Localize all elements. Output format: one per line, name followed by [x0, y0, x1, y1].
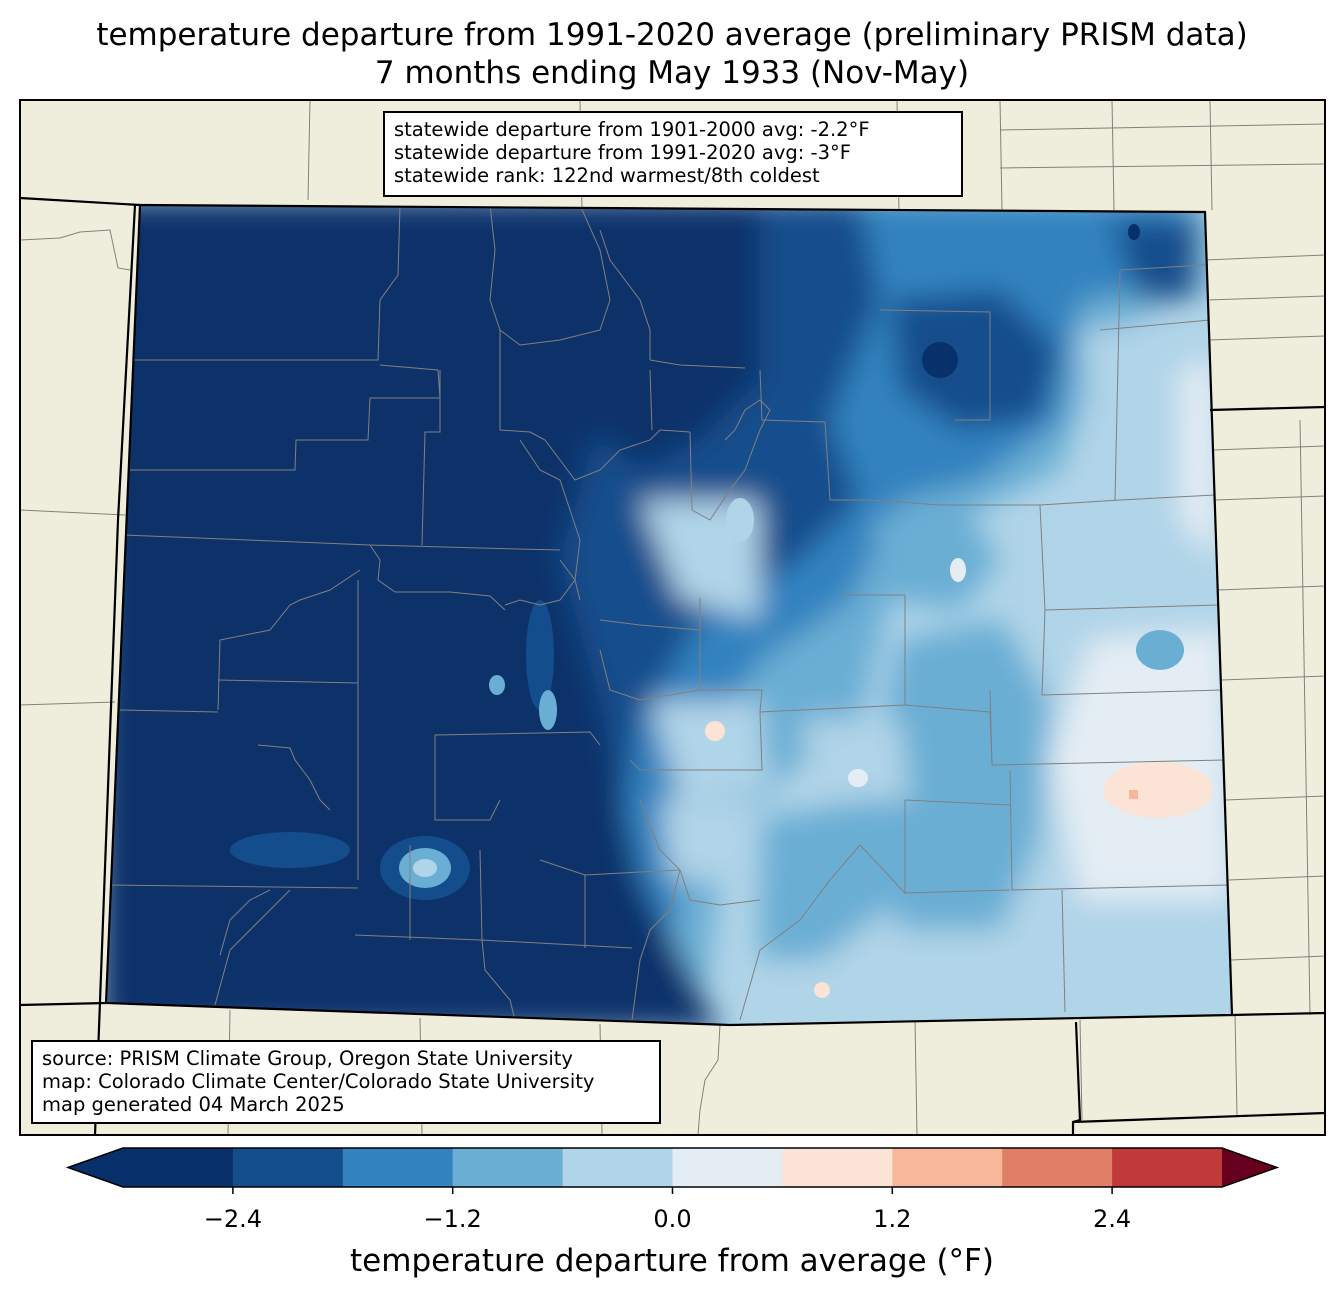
statewide-stats-box: statewide departure from 1901-2000 avg: …	[383, 111, 963, 197]
colorbar-segment	[123, 1148, 234, 1187]
colorbar-tick-label: 2.4	[1093, 1205, 1132, 1233]
colorbar-under-arrow	[68, 1148, 123, 1187]
colorado-county-lines	[109, 205, 1229, 1021]
colorbar	[65, 1147, 1280, 1194]
colorbar-segment	[1002, 1148, 1113, 1187]
colorbar-segment	[782, 1148, 893, 1187]
map-title: temperature departure from 1991-2020 ave…	[96, 17, 1248, 53]
departure-field	[106, 205, 1232, 1025]
stats-departure-1991-2020: statewide departure from 1991-2020 avg: …	[394, 141, 851, 164]
colorbar-tick-label: −1.2	[423, 1205, 482, 1233]
colorbar-segment	[892, 1148, 1003, 1187]
credits-generated: map generated 04 March 2025	[42, 1093, 345, 1116]
colorbar-tick-label: 1.2	[873, 1205, 912, 1233]
colorbar-over-arrow	[1222, 1148, 1277, 1187]
map-frame	[19, 99, 1326, 1136]
colorbar-segment	[342, 1148, 454, 1187]
colorbar-segment	[672, 1148, 783, 1187]
colorbar-label: temperature departure from average (°F)	[350, 1243, 994, 1279]
stats-rank: statewide rank: 122nd warmest/8th coldes…	[394, 164, 820, 187]
credits-box: source: PRISM Climate Group, Oregon Stat…	[31, 1040, 661, 1124]
colorbar-tick-label: −2.4	[203, 1205, 263, 1233]
colorbar-outline	[65, 1147, 1280, 1188]
colorbar-segment	[452, 1148, 564, 1187]
colorbar-tick-label: 0.0	[653, 1205, 692, 1233]
map-subtitle: 7 months ending May 1933 (Nov-May)	[374, 55, 970, 91]
state-borders	[20, 196, 1325, 1135]
colorbar-segment	[562, 1148, 673, 1187]
colorbar-segment	[232, 1148, 344, 1187]
stats-departure-1901-2000: statewide departure from 1901-2000 avg: …	[394, 118, 870, 141]
colorbar-segment	[1112, 1148, 1223, 1187]
credits-map: map: Colorado Climate Center/Colorado St…	[42, 1070, 595, 1093]
credits-source: source: PRISM Climate Group, Oregon Stat…	[42, 1047, 573, 1070]
